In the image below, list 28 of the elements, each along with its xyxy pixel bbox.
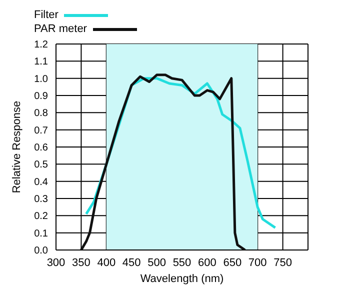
x-axis-title: Wavelength (nm) <box>140 273 224 285</box>
x-tick-label: 400 <box>97 256 116 269</box>
y-tick-label: 1.0 <box>34 74 48 85</box>
legend-label: Filter <box>34 8 58 22</box>
y-axis-title: Relative Response <box>10 100 23 194</box>
x-tick-label: 500 <box>148 256 166 269</box>
y-tick-label: 0.2 <box>34 211 48 222</box>
y-tick-label: 0.8 <box>34 108 48 120</box>
x-tick-label: 600 <box>198 256 216 269</box>
x-tick-label: 450 <box>122 256 141 269</box>
x-tick-label: 750 <box>274 256 292 269</box>
x-tick-label: 550 <box>172 256 192 269</box>
x-tick-label: 700 <box>248 256 267 269</box>
x-tick-label: 300 <box>46 256 66 269</box>
x-tick-label: 350 <box>72 256 90 269</box>
y-tick-label: 0.1 <box>34 228 48 240</box>
y-tick-label: 0.3 <box>34 194 48 206</box>
y-tick-label: 0.5 <box>34 160 48 171</box>
y-tick-label: 0.9 <box>34 91 48 102</box>
y-tick-label: 1.2 <box>34 40 48 51</box>
y-tick-label: 0.6 <box>34 142 48 154</box>
y-tick-label: 0.0 <box>34 246 48 257</box>
line-series <box>80 74 246 250</box>
y-tick-label: 0.4 <box>34 176 48 188</box>
x-tick-label: 650 <box>223 256 242 269</box>
legend-label: PAR meter <box>34 22 87 36</box>
y-tick-label: 1.1 <box>34 56 48 68</box>
y-tick-label: 0.7 <box>34 125 48 136</box>
